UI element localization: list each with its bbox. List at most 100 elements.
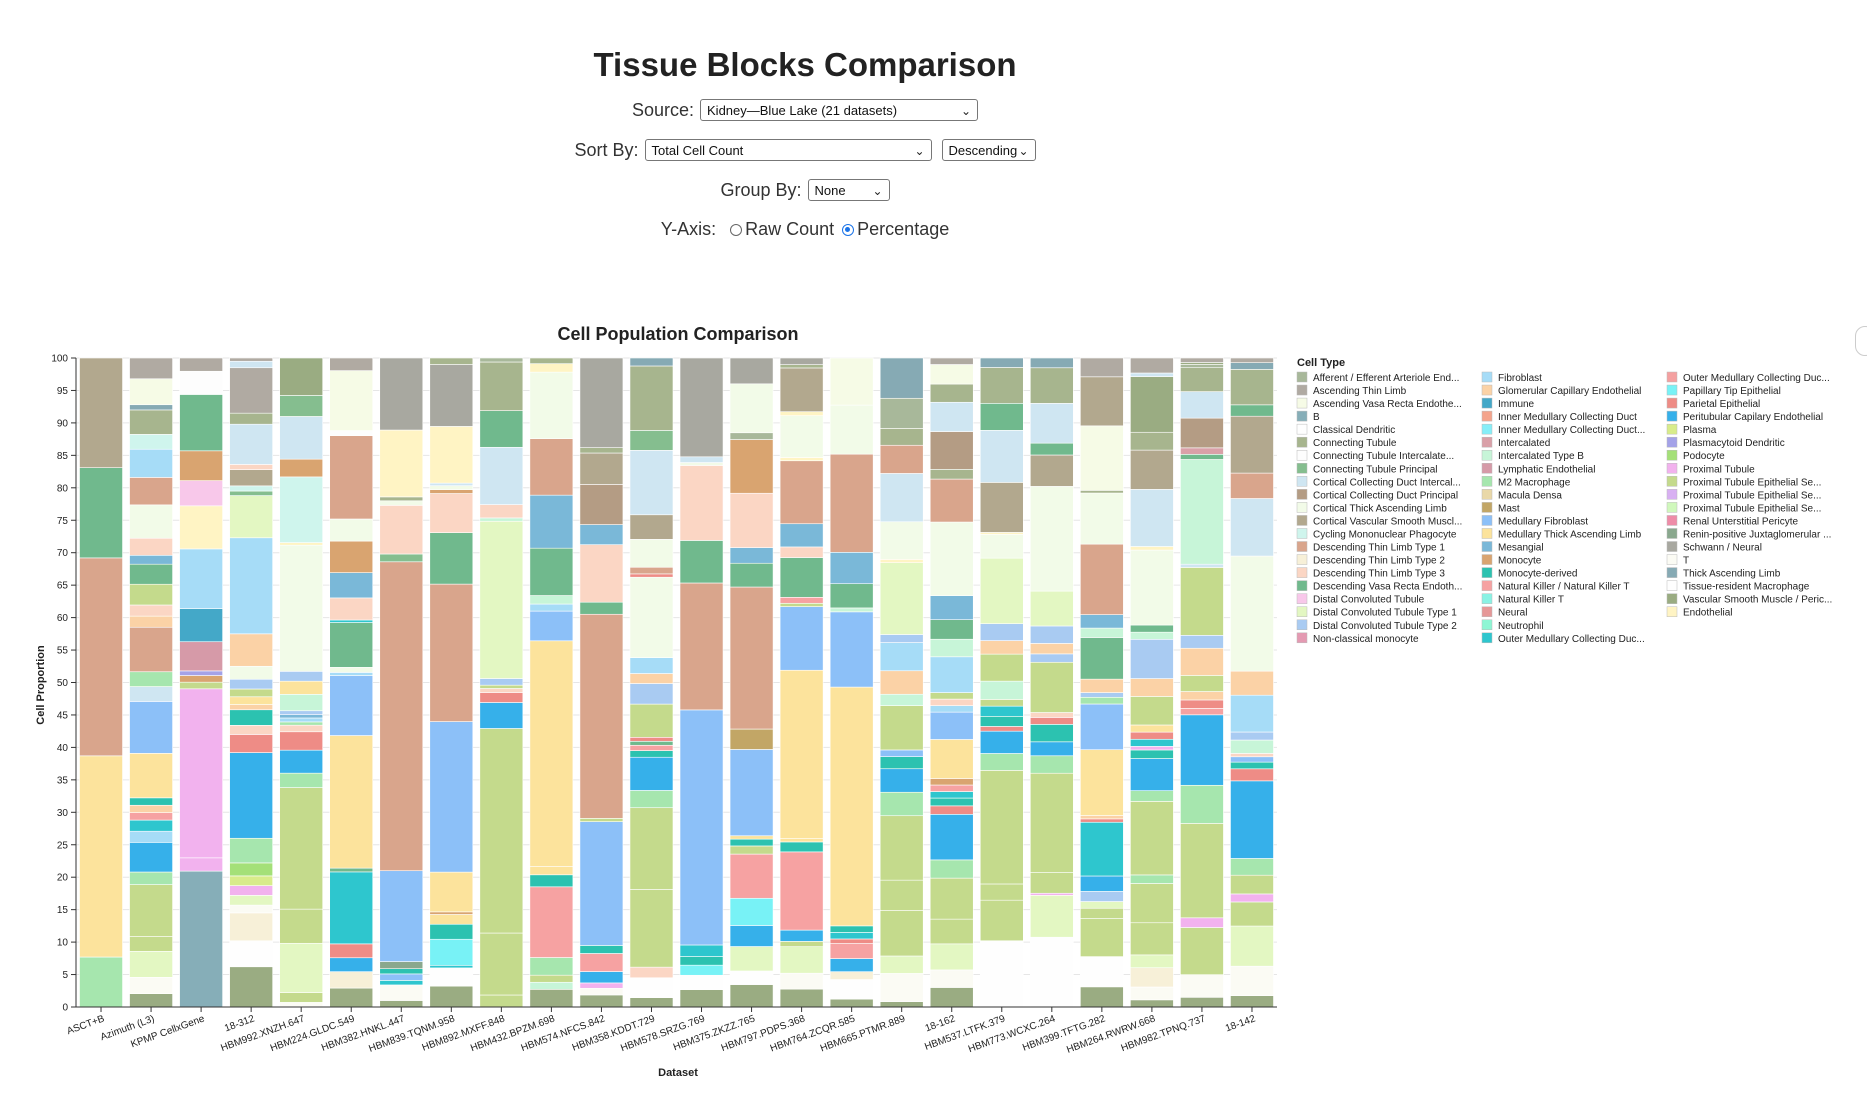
bar-segment-mesangial[interactable] (729, 547, 774, 564)
bar-segment-medullary-fibroblast[interactable] (679, 709, 724, 946)
bar-segment-descending-thin-limb-type-1[interactable] (729, 586, 774, 730)
bar-segment-ascending-thin-limb[interactable] (1230, 357, 1274, 363)
bar-segment-cortical-thick-ascending-limb[interactable] (929, 521, 974, 596)
bar-segment-ascending-thin-limb[interactable] (329, 357, 374, 371)
bar-segment-vascular-smooth-muscle-peric[interactable] (1230, 995, 1274, 1008)
bar-segment-ascending-thin-limb[interactable] (229, 357, 273, 362)
legend-item[interactable]: Cortical Collecting Duct Principal (1296, 489, 1458, 501)
bar-segment-ascending-thin-limb[interactable] (1180, 357, 1224, 363)
bar-segment-schwann-neural[interactable] (429, 364, 474, 427)
bar-segment-glomerular-capillary-endothelial[interactable] (129, 804, 173, 813)
bar-segment-outer-medullary-collecting-duc[interactable] (929, 791, 974, 799)
bar-segment-cortical-thick-ascending-limb[interactable] (429, 485, 474, 490)
legend-item[interactable]: Intercalated (1481, 436, 1550, 449)
bar-segment-peritubular-capilary-endothelial[interactable] (129, 842, 173, 873)
bar-segment-ascending-thin-limb[interactable] (1130, 357, 1174, 374)
raw-count-radio[interactable] (730, 223, 743, 236)
bar-segment-endothelial[interactable] (279, 542, 324, 546)
bar-segment-descending-thin-limb-type-2[interactable] (229, 912, 273, 942)
bar-segment-intercalated-type-b[interactable] (529, 981, 574, 990)
bar-segment-connecting-tubule[interactable] (629, 365, 674, 431)
bar-segment-cortical-collecting-duct-principal[interactable] (929, 431, 974, 470)
bar-hbm264-rwrw-668[interactable] (1130, 357, 1174, 1008)
groupby-select[interactable]: None ⌄ (807, 179, 890, 201)
bar-segment-fibroblast[interactable] (529, 603, 574, 612)
bar-segment-proximal-tubule-epithelial-se[interactable] (1180, 823, 1224, 919)
legend-item[interactable]: Proximal Tubule Epithelial Se... (1666, 489, 1821, 501)
bar-segment-connecting-tubule[interactable] (879, 428, 924, 446)
bar-segment-distal-convoluted-tubule-type-1[interactable] (1080, 901, 1124, 909)
bar-segment-lymphatic-endothelial[interactable] (179, 641, 223, 672)
bar-segment-fibroblast[interactable] (929, 705, 974, 713)
bar-segment-medullary-thick-ascending-limb[interactable] (129, 753, 173, 799)
bar-segment-b[interactable] (179, 870, 223, 1008)
bar-segment-connecting-tubule-principal[interactable] (629, 430, 674, 451)
bar-segment-proximal-tubule-epithelial-se[interactable] (529, 974, 574, 983)
bar-segment-proximal-tubule-epithelial-se[interactable] (629, 703, 674, 738)
bar-segment-descending-thin-limb-type-1[interactable] (829, 453, 874, 553)
bar-segment-afferent-efferent-arteriole-end[interactable] (479, 357, 524, 363)
bar-segment-mesangial[interactable] (579, 524, 624, 545)
bar-segment-outer-medullary-collecting-duc[interactable] (379, 980, 424, 986)
bar-segment-proximal-tubule-epithelial-se[interactable] (229, 688, 273, 698)
legend-item[interactable]: Neural (1481, 606, 1527, 619)
bar-segment-peritubular-capilary-endothelial[interactable] (1080, 875, 1124, 892)
bar-segment-distal-convoluted-tubule-type-2[interactable] (629, 683, 674, 705)
bar-segment-m2-macrophage[interactable] (929, 859, 974, 879)
bar-segment-cortical-collecting-duct-intercal[interactable] (479, 446, 524, 505)
bar-segment-cycling-mononuclear-phagocyte[interactable] (229, 485, 273, 492)
bar-segment-natural-killer-natural-killer-t[interactable] (529, 886, 574, 958)
bar-segment-cortical-vascular-smooth-muscl[interactable] (779, 367, 824, 412)
bar-segment-medullary-thick-ascending-limb[interactable] (829, 686, 874, 927)
bar-segment-proximal-tubule-epithelial-se[interactable] (979, 883, 1024, 901)
bar-hbm358-kddt-729[interactable] (629, 357, 674, 1008)
bar-segment-distal-convoluted-tubule-type-1[interactable] (1130, 954, 1174, 969)
bar-segment-proximal-tubule-epithelial-se[interactable] (929, 918, 974, 945)
bar-segment-intercalated-type-b[interactable] (1130, 631, 1174, 640)
bar-azimuth-l3[interactable] (129, 357, 173, 1008)
bar-segment-outer-medullary-collecting-duc[interactable] (429, 964, 474, 969)
legend-item[interactable]: Ascending Thin Limb (1296, 384, 1407, 397)
bar-segment-fibroblast[interactable] (329, 672, 374, 676)
bar-segment-peritubular-capilary-endothelial[interactable] (479, 702, 524, 729)
bar-segment-m2-macrophage[interactable] (979, 753, 1024, 771)
bar-segment-t[interactable] (1130, 986, 1174, 1001)
bar-segment-vascular-smooth-muscle-peric[interactable] (529, 989, 574, 1008)
bar-segment-monocyte-derived[interactable] (829, 925, 874, 933)
bar-segment-connecting-tubule[interactable] (929, 383, 974, 403)
legend-item[interactable]: Endothelial (1666, 606, 1732, 619)
legend-item[interactable]: Monocyte-derived (1481, 567, 1577, 580)
bar-segment-distal-convoluted-tubule-type-1[interactable] (479, 520, 524, 679)
legend-item[interactable]: Mesangial (1481, 541, 1544, 554)
bar-segment-m2-macrophage[interactable] (1230, 858, 1274, 876)
bar-segment-proximal-tubule[interactable] (179, 688, 223, 859)
bar-segment-medullary-thick-ascending-limb[interactable] (279, 680, 324, 695)
bar-segment-cortical-thick-ascending-limb[interactable] (729, 383, 774, 434)
bar-segment-cortical-collecting-duct-intercal[interactable] (1180, 563, 1224, 568)
bar-segment-outer-medullary-collecting-duc[interactable] (979, 705, 1024, 717)
bar-segment-cortical-collecting-duct-intercal[interactable] (1180, 391, 1224, 419)
bar-segment-ascending-thin-limb[interactable] (229, 367, 273, 414)
bar-segment-tissue-resident-macrophage[interactable] (829, 979, 874, 1000)
bar-segment-monocyte-derived[interactable] (429, 923, 474, 940)
legend-item[interactable]: Descending Thin Limb Type 3 (1296, 567, 1445, 580)
bar-18-312[interactable] (229, 357, 273, 1008)
bar-segment-medullary-fibroblast[interactable] (929, 711, 974, 740)
bar-segment-schwann-neural[interactable] (679, 357, 724, 458)
bar-segment-intercalated-type-b[interactable] (829, 607, 874, 613)
bar-segment-proximal-tubule-epithelial-se[interactable] (579, 818, 624, 822)
bar-segment-descending-thin-limb-type-3[interactable] (729, 492, 774, 548)
bar-segment-proximal-tubule-epithelial-se[interactable] (979, 653, 1024, 682)
bar-segment-descending-thin-limb-type-1[interactable] (329, 435, 374, 520)
bar-segment-vascular-smooth-muscle-peric[interactable] (829, 998, 874, 1008)
bar-segment-descending-thin-limb-type-3[interactable] (479, 504, 524, 519)
bar-segment-cycling-mononuclear-phagocyte[interactable] (129, 434, 173, 450)
bar-segment-natural-killer-natural-killer-t[interactable] (579, 953, 624, 972)
bar-segment-descending-thin-limb-type-2[interactable] (829, 971, 874, 980)
bar-segment-ascending-thin-limb[interactable] (129, 357, 173, 380)
bar-segment-afferent-efferent-arteriole-end[interactable] (1180, 364, 1224, 368)
bar-segment-proximal-tubule-epithelial-se[interactable] (479, 728, 524, 934)
bar-segment-fibroblast[interactable] (1230, 694, 1274, 733)
bar-segment-connecting-tubule-principal[interactable] (279, 395, 324, 417)
bar-hbm375-zkzz-765[interactable] (729, 357, 774, 1008)
